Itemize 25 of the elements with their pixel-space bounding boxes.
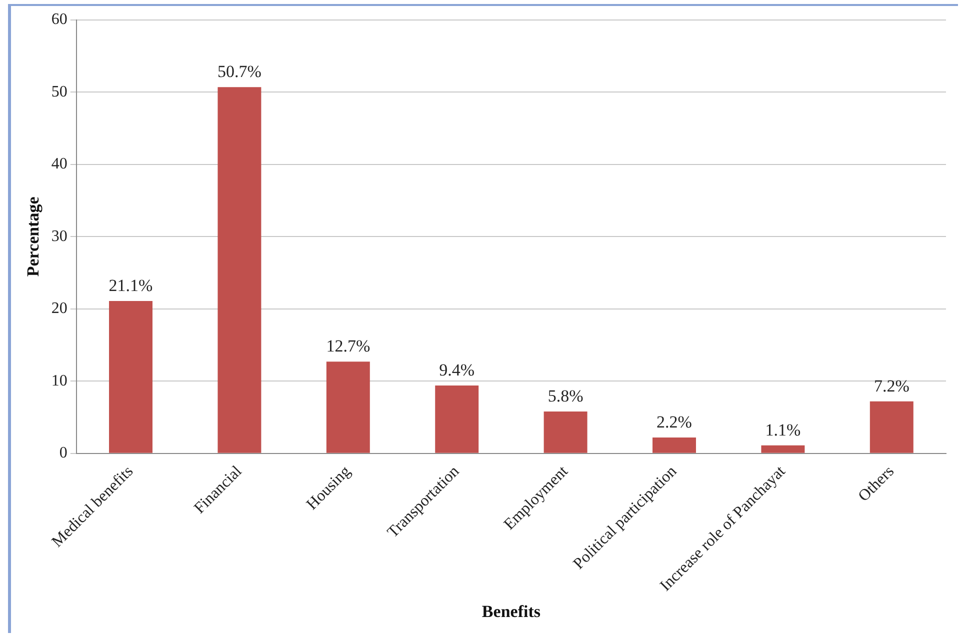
y-tick-label: 20 xyxy=(51,300,68,318)
bar xyxy=(435,385,479,453)
data-label: 9.4% xyxy=(439,360,475,380)
bar xyxy=(761,445,805,453)
data-label: 1.1% xyxy=(765,420,801,440)
bar xyxy=(326,362,370,453)
bar xyxy=(870,401,914,453)
data-label: 12.7% xyxy=(326,336,370,356)
x-axis-title: Benefits xyxy=(482,602,541,622)
y-axis-title: Percentage xyxy=(24,196,43,277)
y-tick-label: 40 xyxy=(51,156,68,173)
data-label: 5.8% xyxy=(548,386,584,406)
bar xyxy=(218,87,262,453)
bar xyxy=(544,411,588,453)
y-tick-label: 60 xyxy=(51,11,68,28)
y-tick-label: 0 xyxy=(59,444,68,462)
y-tick-label: 30 xyxy=(51,228,68,245)
data-label: 50.7% xyxy=(217,62,262,82)
y-tick-label: 50 xyxy=(51,83,68,100)
bar xyxy=(652,437,696,453)
bar xyxy=(109,300,152,453)
data-label: 7.2% xyxy=(874,376,910,396)
data-label: 21.1% xyxy=(108,276,153,295)
data-label: 2.2% xyxy=(656,412,692,432)
y-tick-label: 10 xyxy=(51,372,68,390)
